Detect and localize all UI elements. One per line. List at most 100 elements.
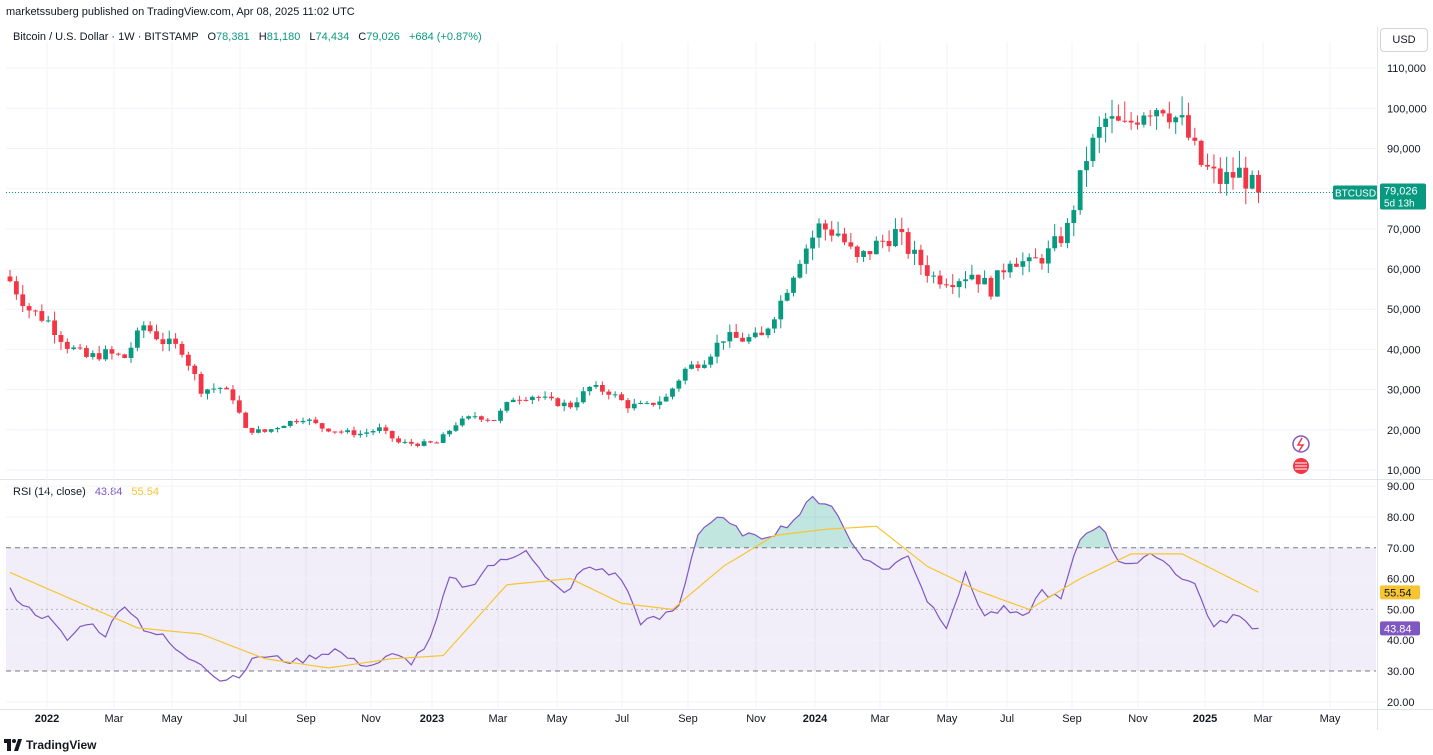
candle-body <box>268 429 274 432</box>
candle-body <box>466 416 472 419</box>
price-tag-bg <box>1380 183 1426 210</box>
candle-body <box>1166 113 1172 123</box>
candle-body <box>1128 120 1134 123</box>
candle-body <box>211 388 217 390</box>
candle-body <box>1249 174 1255 189</box>
candle-body <box>746 337 752 342</box>
candle-body <box>389 430 395 439</box>
x-tick-label: Sep <box>296 713 316 725</box>
currency-button[interactable]: USD <box>1380 28 1428 52</box>
candle-body <box>625 400 631 409</box>
price-y-tick-label: 50,000 <box>1387 304 1421 316</box>
rsi-tag-bg <box>1380 621 1420 636</box>
candle-body <box>58 334 64 342</box>
candle-body <box>1217 168 1223 184</box>
candle-body <box>943 284 949 286</box>
candle-body <box>256 429 261 433</box>
candle-body <box>192 365 198 374</box>
candle-body <box>262 429 268 432</box>
candle-body <box>695 364 701 368</box>
price-y-tick-label: 70,000 <box>1387 224 1421 236</box>
candle-body <box>20 294 26 307</box>
open-value: 78,381 <box>216 31 250 43</box>
candle-body <box>727 332 733 342</box>
candle-body <box>549 396 554 399</box>
candle-body <box>84 348 89 357</box>
candle-body <box>982 277 988 285</box>
candle-body <box>345 430 351 433</box>
symbol-legend: Bitcoin / U.S. Dollar · 1W · BITSTAMP O7… <box>13 31 482 43</box>
candle-body <box>351 430 357 436</box>
candle-body <box>1109 116 1115 119</box>
candle-body <box>459 418 465 426</box>
candle-body <box>13 281 19 295</box>
candle-body <box>638 402 644 404</box>
candle-body <box>198 373 204 394</box>
x-tick-label: 2022 <box>35 713 59 725</box>
rsi-ma-value: 55.54 <box>131 486 159 498</box>
candle-body <box>217 387 223 389</box>
rsi-title[interactable]: RSI (14, close) <box>13 486 86 498</box>
rsi-value: 43.84 <box>94 486 123 498</box>
x-tick-label: May <box>1320 713 1341 725</box>
rsi-y-tick-label: 40.00 <box>1387 635 1415 647</box>
candle-body <box>1122 120 1128 122</box>
candle-body <box>77 347 83 349</box>
candle-body <box>498 410 503 421</box>
candle-body <box>612 394 618 396</box>
candle-body <box>103 349 108 360</box>
price-y-tick-label: 20,000 <box>1387 425 1421 437</box>
candle-body <box>950 285 956 288</box>
candle-body <box>988 277 994 297</box>
candle-body <box>135 330 140 348</box>
candle-body <box>810 237 816 249</box>
candle-body <box>574 402 580 408</box>
candle-body <box>1045 248 1051 264</box>
candle-body <box>1115 116 1121 121</box>
candle-body <box>166 338 172 345</box>
candle-body <box>408 441 414 444</box>
candle-body <box>778 300 784 320</box>
candle-body <box>357 433 363 436</box>
footer-brand: TradingView <box>26 738 97 752</box>
candle-body <box>326 428 331 432</box>
top-bar: marketssuberg published on TradingView.c… <box>0 0 1433 26</box>
candle-body <box>1198 140 1204 165</box>
candle-body <box>364 432 370 434</box>
candle-body <box>1014 263 1019 267</box>
close-value: 79,026 <box>366 31 400 43</box>
candle-body <box>179 343 185 355</box>
candle-body <box>1039 258 1045 264</box>
candle-body <box>555 398 561 407</box>
x-tick-label: May <box>162 713 183 725</box>
candle-body <box>1186 115 1191 138</box>
candle-body <box>1077 170 1083 211</box>
candle-body <box>415 443 421 446</box>
candle-body <box>682 368 688 381</box>
candle-body <box>1230 172 1236 178</box>
candle-body <box>287 420 293 426</box>
candle-body <box>1237 167 1242 178</box>
open-key: O <box>207 31 217 43</box>
change-value: +684 (+0.87%) <box>408 31 482 43</box>
candle-body <box>912 249 917 254</box>
candle-body <box>1192 137 1198 141</box>
candle-body <box>593 384 599 387</box>
candle-body <box>784 292 790 301</box>
candle-body <box>396 438 401 443</box>
rsi-y-tick-label: 20.00 <box>1387 697 1415 709</box>
rsi-y-tick-label: 80.00 <box>1387 512 1415 524</box>
symbol-title[interactable]: Bitcoin / U.S. Dollar · 1W · BITSTAMP <box>13 31 199 43</box>
candle-body <box>64 341 70 349</box>
x-tick-label: Mar <box>871 713 890 725</box>
candle-body <box>428 441 433 443</box>
rsi-ma-line <box>9 525 1259 669</box>
candle-body <box>319 423 325 429</box>
candle-body <box>1096 126 1102 138</box>
candle-body <box>1084 161 1089 171</box>
candle-body <box>1154 110 1159 117</box>
candle-body <box>765 328 771 336</box>
candle-body <box>185 354 191 366</box>
rsi-y-tick-label: 50.00 <box>1387 604 1415 616</box>
